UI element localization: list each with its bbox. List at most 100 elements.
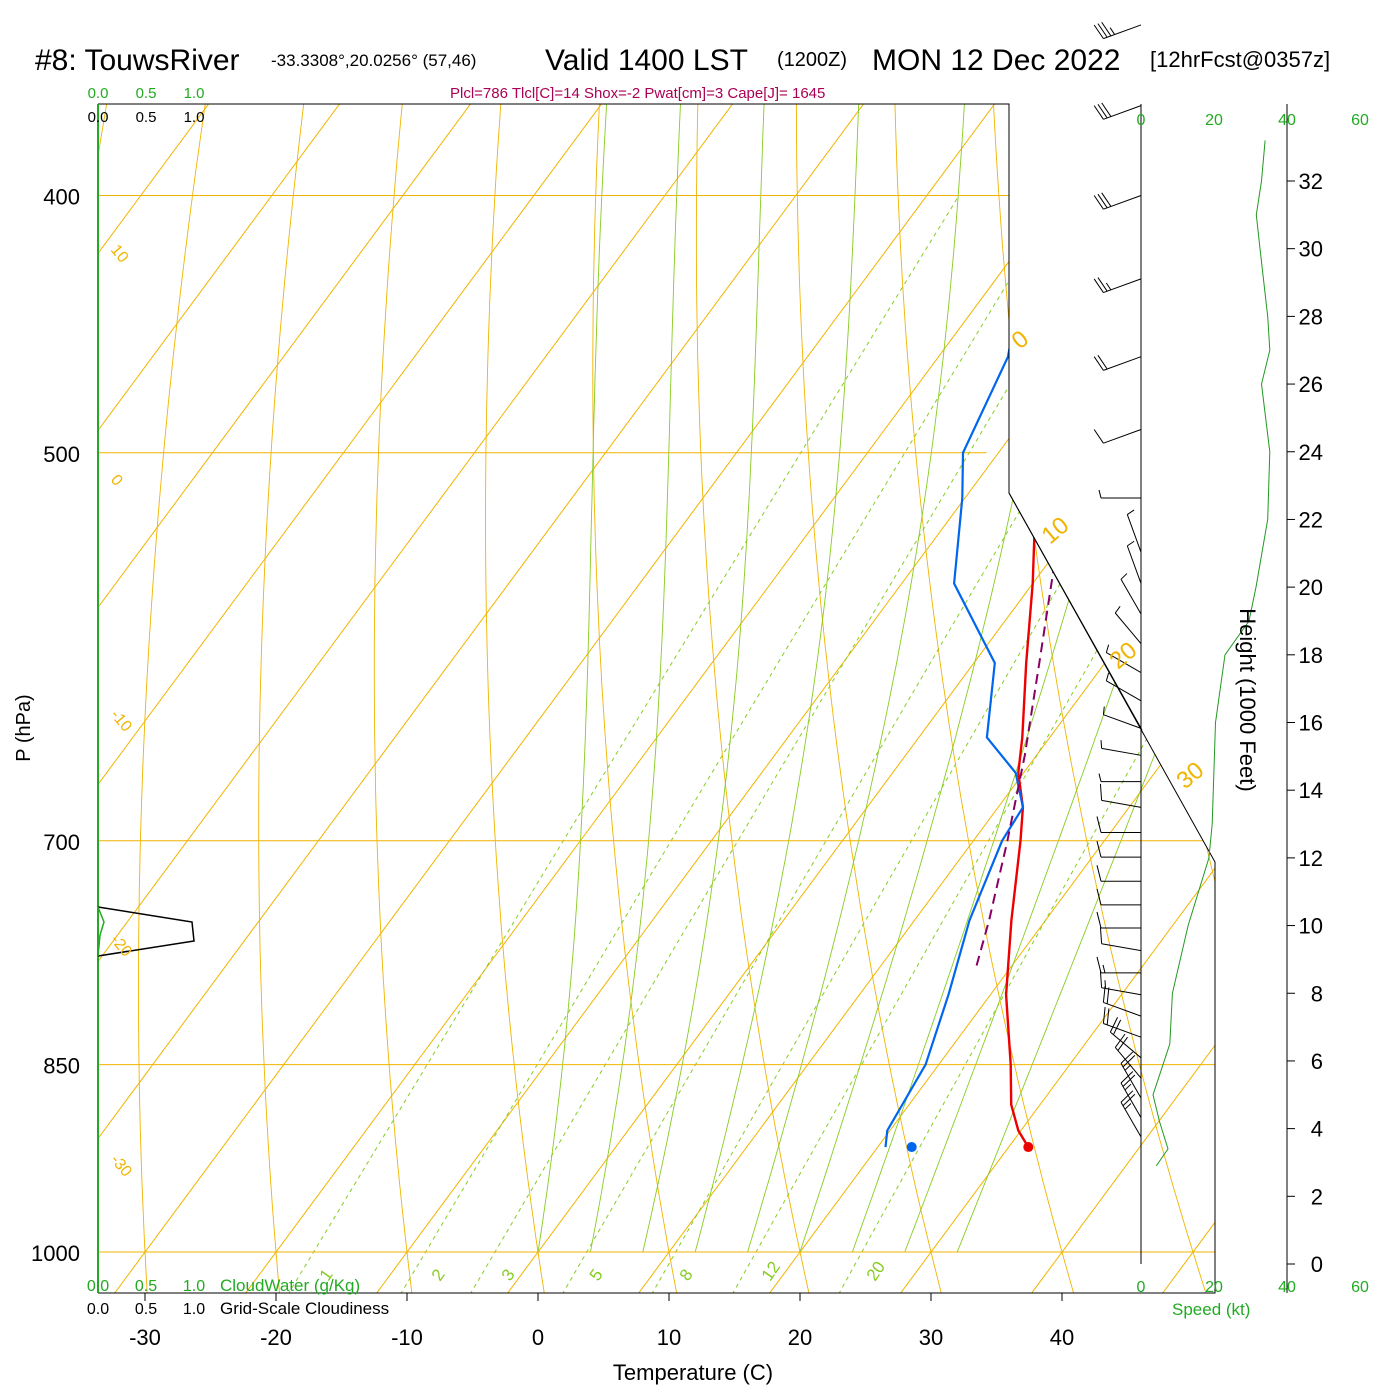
barb-flag [1106,987,1110,1004]
speed-tick-top: 60 [1351,112,1369,129]
speed-tick-top: 20 [1205,112,1223,129]
barb-flag [1096,816,1102,833]
barb-half-flag [1105,282,1112,291]
isotherm-label: -30 [107,1152,135,1181]
speed-axis-title: Speed (kt) [1172,1300,1250,1319]
wind-barb [1093,21,1142,40]
moist-adiabat-line [537,104,687,1253]
speed-tick-bottom: 40 [1278,1279,1296,1296]
barb-staff [1126,514,1142,553]
barb-flag [1093,24,1104,39]
barb-staff [1101,987,1142,996]
barb-staff [1103,714,1142,729]
barb-flag [1112,1019,1122,1035]
isotherm-line [495,104,1215,1293]
series-dewpoint-line [691,104,1119,1148]
isotherm-line [98,104,1215,1293]
barb-staff [1101,799,1142,808]
moist-adiabat-line [589,104,750,1253]
height-tick-label: 6 [1311,1049,1323,1074]
dry-adiabat-line [795,104,949,1293]
mixing-ratio-label: 20 [863,1258,889,1284]
stability-indices: Plcl=786 Tlcl[C]=14 Shox=-2 Pwat[cm]=3 C… [450,85,825,102]
plot-border [98,103,1216,1294]
isotherm-line [1019,104,1215,1293]
temp-tick-label: 20 [788,1325,812,1350]
wind-barb [1096,888,1141,906]
wind-speed-line [1152,140,1271,1167]
mixing-ratio-line [830,195,1215,1293]
moist-adiabat-line [851,104,1215,1253]
barb-flag [1097,355,1108,370]
moist-adiabat-line [694,104,907,1253]
barb-staff [1120,579,1142,615]
barb-flag [1101,21,1112,37]
barb-flag [1101,192,1112,207]
temp-tick-label: 10 [657,1325,681,1350]
barb-staff [1120,1082,1142,1118]
cloudiness-label: Grid-Scale Cloudiness [220,1299,389,1318]
chart-title: #8: TouwsRiver -33.3308°,20.0256° (57,46… [35,44,1330,77]
mixing-ratio-line [643,195,1215,1293]
isotherm-line [98,104,733,1293]
barb-half-flag [1105,672,1110,681]
wind-barb [1099,971,1142,996]
barb-half-flag [1120,573,1128,580]
axis-labels: -30-20-100102030402503004005007008501000… [31,85,1369,1350]
barb-staff [1120,1102,1142,1138]
barb-half-flag [1104,980,1107,989]
wind-barb [1126,540,1142,584]
y-axis-title: P (hPa) [13,694,35,761]
isotherm-label: -20 [107,932,135,961]
height-tick-label: 28 [1299,304,1323,329]
pressure-tick-label: 700 [43,830,80,855]
barb-staff [1103,356,1142,371]
barb-flag [1109,1017,1119,1033]
isotherm-label: 10 [1037,512,1075,550]
barb-half-flag [1098,773,1102,782]
isotherm-line [98,104,1215,1293]
forecast-info: [12hrFcst@0357z] [1150,47,1330,72]
barb-flag [1096,840,1102,858]
wind-barb [1114,606,1142,644]
dry-adiabat-line [485,104,592,1293]
height-tick-label: 4 [1311,1117,1323,1142]
mixing-ratio-line [553,195,1208,1293]
pressure-tick-label: 1000 [31,1241,80,1266]
cloudwater-scale-top: 0.0 [88,85,109,102]
wind-barb [1096,956,1141,974]
barb-flag [1097,23,1108,38]
isotherm-line [233,104,1215,1293]
speed-tick-top: 40 [1278,112,1296,129]
cloudiness-panel [97,906,195,957]
height-tick-label: 10 [1299,914,1323,939]
cloudwater-scale-top: 1.0 [184,85,205,102]
valid-date: MON 12 Dec 2022 [872,44,1120,77]
cloudwater-scale-bottom: 0.0 [87,1278,109,1295]
barb-flag [1097,193,1108,209]
wind-barb [1093,102,1142,120]
isotherm-line [1150,104,1215,1293]
station-name: #8: TouwsRiver [35,44,240,77]
barb-flag [1122,1093,1136,1107]
profile-series [691,104,1135,1153]
barb-flag [1097,103,1108,119]
height-tick-label: 14 [1299,778,1323,803]
barb-half-flag [1102,706,1105,715]
height-tick-label: 0 [1311,1252,1323,1277]
mixing-ratio-line [391,195,1062,1293]
utc-time: (1200Z) [777,49,847,71]
height-tick-label: 20 [1299,575,1323,600]
barb-half-flag [1109,27,1116,35]
wind-barb [1109,1017,1142,1059]
isotherm-label: 10 [107,242,132,267]
barb-flag [1093,195,1104,210]
barb-half-flag [1127,509,1135,515]
barb-half-flag [1114,606,1121,614]
height-tick-label: 16 [1299,711,1323,736]
station-coords: -33.3308°,20.0256° (57,46) [271,51,476,70]
temp-tick-label: 30 [919,1325,943,1350]
dry-adiabat-line [592,104,683,1293]
barb-flag [1106,1008,1110,1025]
wind-barb [1120,573,1142,615]
